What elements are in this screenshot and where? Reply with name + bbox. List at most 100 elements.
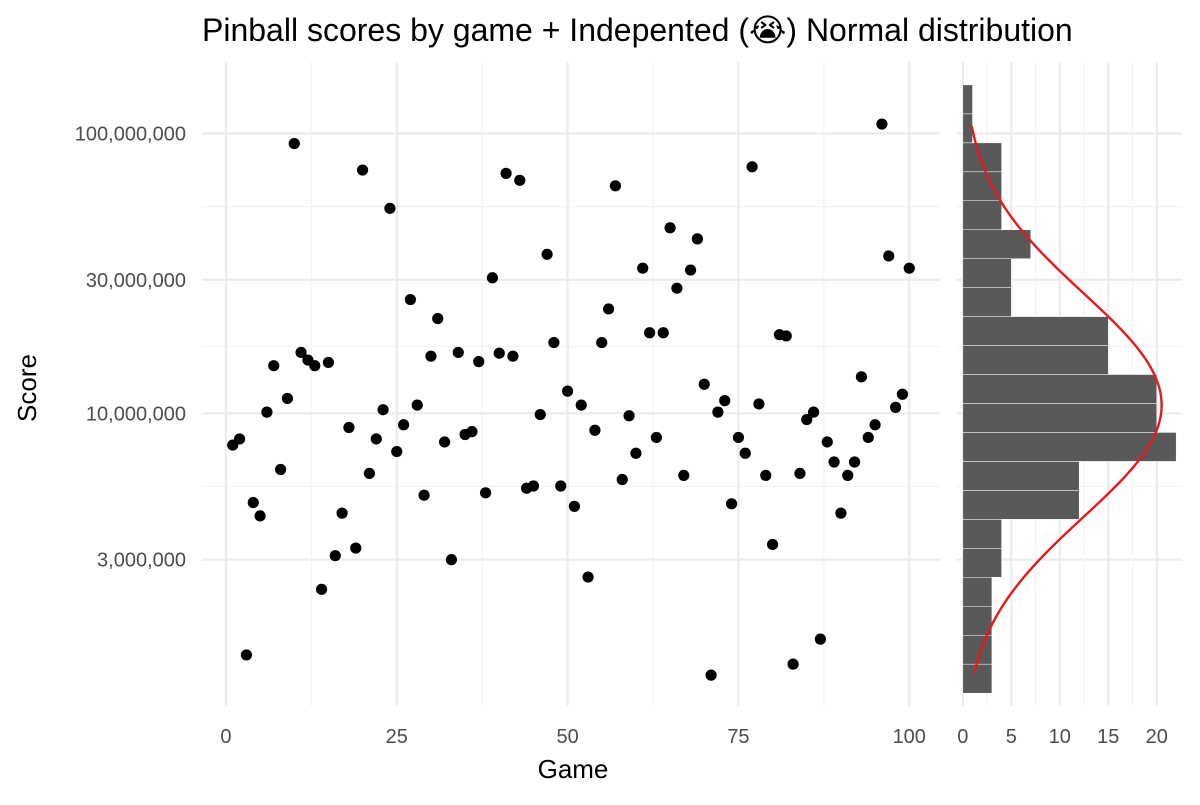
scatter-point <box>555 480 567 492</box>
scatter-point <box>657 327 669 339</box>
y-tick-label: 3,000,000 <box>97 550 186 572</box>
scatter-point <box>507 350 519 362</box>
scatter-point <box>691 233 704 245</box>
scatter-point <box>309 360 321 372</box>
scatter-point <box>384 202 396 214</box>
scatter-point <box>630 447 642 459</box>
scatter-point <box>473 356 485 368</box>
scatter-point <box>814 633 827 645</box>
histogram-bar <box>962 142 1002 173</box>
scatter-point <box>391 445 403 458</box>
scatter-point <box>842 469 854 482</box>
scatter-point <box>370 433 382 445</box>
histogram-bar <box>962 171 1002 201</box>
normal-curve <box>970 126 1163 674</box>
scatter-point <box>821 436 833 448</box>
scatter-point <box>732 431 745 444</box>
scatter-point <box>295 346 307 359</box>
scatter-point <box>712 406 724 418</box>
scatter-point <box>445 554 458 566</box>
scatter-point <box>397 419 410 431</box>
scatter-point <box>274 463 287 476</box>
scatter-point <box>766 538 779 551</box>
histogram-bar <box>962 548 1002 578</box>
scatter-point <box>787 658 799 670</box>
x-tick-label: 0 <box>220 726 231 748</box>
x-tick-label: 50 <box>556 726 578 748</box>
scatter-point <box>356 164 369 176</box>
histogram-bar <box>962 374 1158 404</box>
y-tick-label: 10,000,000 <box>86 403 186 425</box>
x-axis-title: Game <box>538 754 609 784</box>
scatter-point <box>288 137 300 150</box>
histogram-bar <box>962 490 1080 520</box>
scatter-point <box>684 264 697 276</box>
scatter-point <box>575 399 587 411</box>
scatter-point <box>794 467 806 479</box>
scatter-point <box>835 507 847 519</box>
histogram-bar <box>962 84 973 115</box>
histogram-bar <box>962 576 993 607</box>
scatter-point <box>602 303 615 315</box>
scatter-point <box>322 356 335 369</box>
histogram-bar <box>962 519 1002 549</box>
chart-title: Pinball scores by game + Indepented (😭) … <box>202 12 1073 48</box>
scatter-points <box>227 118 915 681</box>
scatter-point <box>609 180 622 192</box>
scatter-point <box>247 496 259 509</box>
scatter-point <box>281 392 294 405</box>
scatter-point <box>466 426 478 438</box>
y-axis-title: Score <box>12 354 42 422</box>
scatter-point <box>425 350 437 362</box>
scatter-point <box>848 456 861 468</box>
scatter-point <box>869 419 881 431</box>
scatter-point <box>411 399 423 411</box>
scatter-point <box>589 424 601 436</box>
scatter-point <box>527 480 540 492</box>
scatter-point <box>643 327 656 339</box>
scatter-point <box>698 378 710 390</box>
histogram-bar <box>962 258 1012 288</box>
scatter-point <box>828 456 840 468</box>
scatter-point <box>548 336 560 349</box>
scatter-point <box>725 498 738 510</box>
scatter-point <box>889 401 902 413</box>
scatter-point <box>753 398 765 410</box>
normal-curve-layer <box>970 126 1163 674</box>
scatter-point <box>541 248 553 260</box>
scatter-point <box>664 222 676 234</box>
scatter-point <box>650 431 663 444</box>
scatter-point <box>623 410 635 422</box>
x-tick-label: 100 <box>893 726 926 748</box>
scatter-gridlines <box>202 62 940 706</box>
scatter-point <box>534 408 546 421</box>
scatter-point <box>432 312 444 325</box>
scatter-point <box>514 174 526 186</box>
scatter-point <box>876 118 888 130</box>
scatter-point <box>855 371 868 383</box>
scatter-point <box>336 507 348 519</box>
histogram-bar <box>962 200 1002 230</box>
histogram-bar <box>962 403 1158 433</box>
scatter-point <box>240 649 253 661</box>
scatter-point <box>678 469 690 482</box>
scatter-point <box>404 293 417 306</box>
hist-x-tick-label: 5 <box>1006 726 1017 748</box>
scatter-point <box>671 282 683 294</box>
histogram-bar <box>962 316 1109 346</box>
histogram-bars <box>962 84 1177 694</box>
scatter-point <box>896 388 909 400</box>
scatter-point <box>261 406 273 418</box>
histogram-bar <box>962 345 1109 375</box>
hist-x-tick-label: 10 <box>1049 726 1071 748</box>
x-tick-label: 25 <box>386 726 408 748</box>
scatter-point <box>268 360 280 372</box>
scatter-point <box>903 262 915 274</box>
hist-x-tick-label: 0 <box>957 726 968 748</box>
histogram-bar <box>962 432 1177 462</box>
scatter-point <box>746 161 758 173</box>
axis-tick-labels: 3,000,000 10,000,000 30,000,000 100,000,000… <box>75 123 1168 748</box>
scatter-point <box>705 669 717 681</box>
